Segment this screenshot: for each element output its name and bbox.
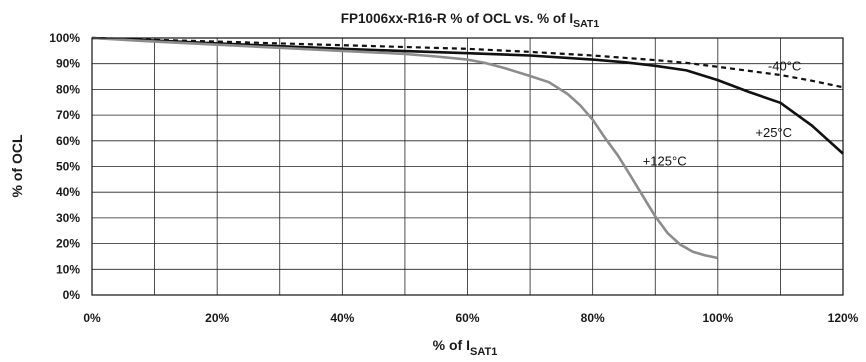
gridlines <box>92 38 843 295</box>
y-tick-label: 80% <box>56 82 80 96</box>
curve-labels: -40°C +25°C +125°C <box>643 58 802 168</box>
x-axis-title-subscript: SAT1 <box>470 346 497 358</box>
x-axis-title-main: % of I <box>433 337 470 353</box>
y-tick-label: 0% <box>63 288 81 302</box>
y-tick-label: 90% <box>56 57 80 71</box>
curve-label: +25°C <box>755 125 792 140</box>
x-axis-title: % of ISAT1 <box>433 337 498 358</box>
x-tick-label: 80% <box>581 311 605 325</box>
chart-title: FP1006xx-R16-R % of OCL vs. % of ISAT1 <box>341 11 600 30</box>
chart-title-main: FP1006xx-R16-R % of OCL vs. % of I <box>341 11 573 26</box>
y-tick-label: 60% <box>56 134 80 148</box>
x-tick-label: 60% <box>455 311 479 325</box>
chart-title-subscript: SAT1 <box>573 18 599 30</box>
y-tick-label: 70% <box>56 108 80 122</box>
y-tick-label: 30% <box>56 211 80 225</box>
y-tick-label: 10% <box>56 262 80 276</box>
y-tick-label: 20% <box>56 237 80 251</box>
series-line-125c <box>91 36 719 260</box>
x-tick-label: 40% <box>330 311 354 325</box>
plot-area <box>91 36 844 296</box>
y-axis-title: % of OCL <box>9 134 25 197</box>
x-tick-label: 120% <box>828 311 859 325</box>
x-tick-labels: 0% 20% 40% 60% 80% 100% 120% <box>83 311 858 325</box>
y-tick-labels: 0% 10% 20% 30% 40% 50% 60% 70% 80% 90% 100% <box>49 31 80 302</box>
plot-frame <box>91 37 844 296</box>
y-tick-label: 50% <box>56 160 80 174</box>
x-tick-label: 20% <box>205 311 229 325</box>
x-tick-label: 0% <box>83 311 101 325</box>
curve-label: -40°C <box>768 58 801 73</box>
series-line-25c <box>91 36 844 155</box>
curve-label: +125°C <box>643 153 687 168</box>
series-line-40c <box>91 36 844 89</box>
series-lines <box>91 36 844 260</box>
x-tick-label: 100% <box>702 311 733 325</box>
y-tick-label: 100% <box>49 31 80 45</box>
y-tick-label: 40% <box>56 185 80 199</box>
